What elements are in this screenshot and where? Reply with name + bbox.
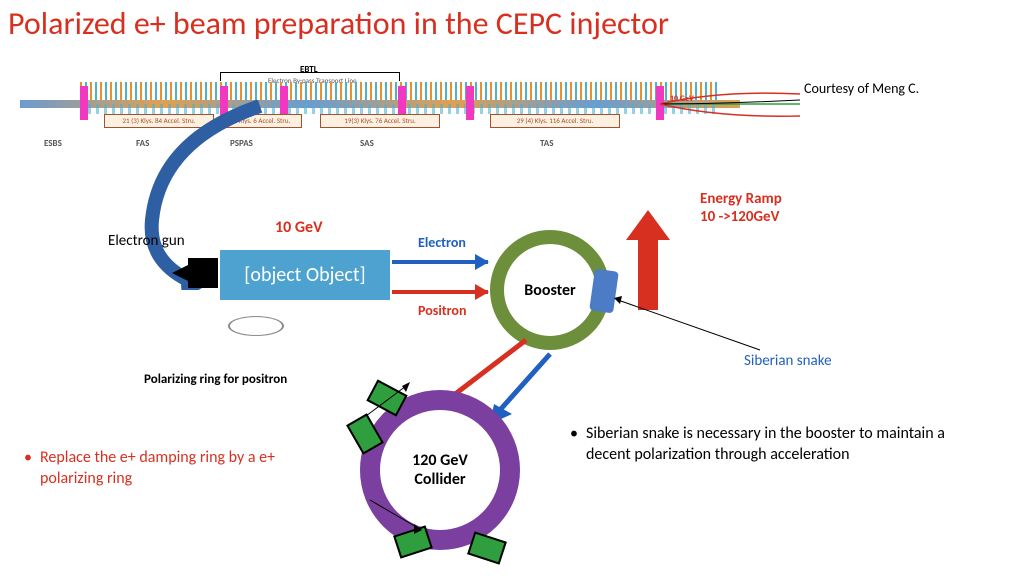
section-label: ESBS [44, 138, 62, 149]
electron-label: Electron [418, 234, 466, 251]
accel-box: 29 (4) Klys. 116 Accel. Stru. [490, 114, 620, 128]
electron-arrow [392, 260, 488, 264]
bullet-red: Replace the e+ damping ring by a e+ pola… [40, 448, 280, 490]
thin-arrows [310, 370, 430, 570]
positron-arrow [392, 290, 488, 294]
positron-label: Positron [418, 302, 466, 319]
polarizing-ring-label: Polarizing ring for positron [144, 372, 287, 387]
section-label: SAS [360, 138, 374, 149]
courtesy-label: Courtesy of Meng C. [804, 80, 919, 97]
ebtl-label: EBTL [300, 64, 318, 75]
polarizing-ring [228, 316, 284, 336]
siberian-snake-label: Siberian snake [744, 352, 832, 370]
main-diagram: [object Object] Booster 120 GeV Collider [100, 210, 740, 570]
gun-triangle [172, 265, 188, 281]
beam-fanout [660, 90, 800, 130]
pink-marker [80, 86, 88, 120]
page-title: Polarized e+ beam preparation in the CEP… [8, 4, 669, 43]
linac-strip-schematic: EBTL Electron By-pass Transport Line ESB… [20, 70, 740, 140]
linac-10gev: 10 GeV [275, 218, 323, 237]
electron-gun [188, 258, 218, 288]
linac-box: [object Object] [220, 250, 390, 300]
green-rect [467, 531, 507, 564]
section-label: TAS [540, 138, 553, 149]
energy-ramp-1: Energy Ramp [700, 190, 782, 208]
bullet-black: Siberian snake is necessary in the boost… [586, 424, 976, 466]
pink-marker [466, 86, 474, 120]
energy-ramp-2: 10 ->120GeV [700, 208, 779, 226]
accel-box: 19(3) Klys. 76 Accel. Stru. [320, 114, 440, 128]
electron-gun-label: Electron gun [108, 232, 185, 250]
